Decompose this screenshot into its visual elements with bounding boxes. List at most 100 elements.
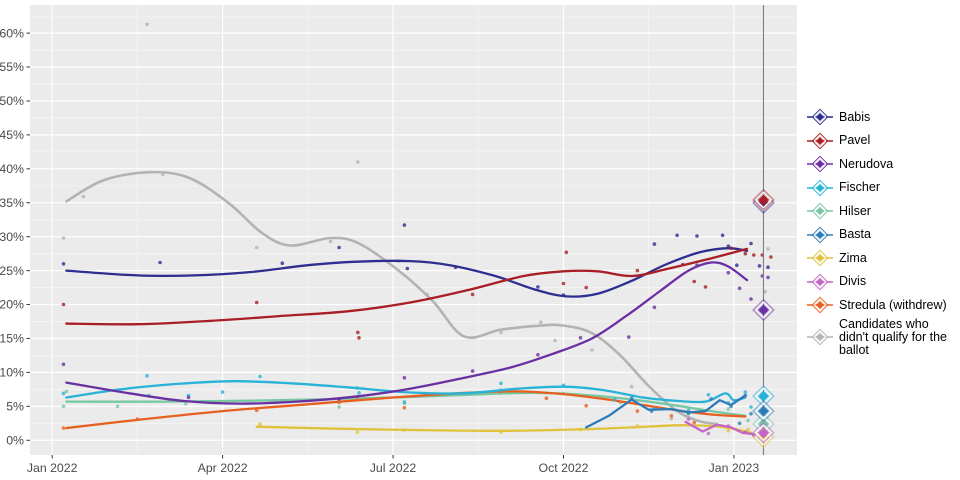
- x-tick-label: Apr 2022: [198, 461, 248, 475]
- y-tick-label: 5%: [6, 400, 24, 414]
- y-tick-label: 10%: [0, 366, 24, 380]
- poll-point-pavel: [635, 268, 640, 273]
- poll-point-fischer: [61, 391, 66, 396]
- y-tick-label: 0%: [6, 433, 24, 447]
- poll-point-stredula: [692, 420, 696, 425]
- poll-point-stredula: [61, 426, 66, 430]
- stredula-legend-key-icon: [807, 296, 833, 314]
- legend-label-nerudova: Nerudova: [839, 156, 894, 171]
- y-tick-label: 50%: [0, 94, 24, 108]
- poll-point-nerudova: [337, 397, 341, 401]
- poll-point-nonqualified: [81, 194, 86, 199]
- fischer-legend-key-icon: [807, 179, 833, 197]
- chart-legend: Babis Pavel Nerudova Fischer Hilser Basta Zima…: [806, 106, 958, 358]
- legend-item-babis: Babis: [806, 106, 958, 129]
- result-marker-divis: [752, 421, 775, 445]
- gridlines: [30, 5, 797, 455]
- poll-point-nerudova: [737, 286, 742, 291]
- poll-point-nonqualified: [669, 416, 674, 421]
- poll-point-babis: [536, 285, 540, 289]
- poll-point-basta: [737, 421, 742, 426]
- poll-point-pavel: [357, 336, 361, 340]
- poll-point-fischer: [743, 390, 748, 394]
- plot-panel: [30, 5, 797, 455]
- poll-point-babis: [749, 241, 753, 246]
- poll-point-stredula: [135, 417, 140, 422]
- poll-point-basta: [629, 396, 634, 401]
- trend-line-nonqualified: [65, 170, 719, 426]
- scatter-divis: [686, 417, 756, 438]
- basta-legend-key-icon: [807, 226, 833, 244]
- poll-point-basta: [729, 404, 733, 409]
- legend-item-nonqualified: Candidates who didn't qualify for the ba…: [806, 317, 958, 357]
- poll-point-divis: [706, 431, 711, 436]
- nonqualified-legend-key-icon: [807, 328, 833, 346]
- poll-point-babis: [735, 263, 739, 268]
- poll-point-hilser: [61, 404, 66, 409]
- poll-point-zima: [402, 428, 407, 432]
- poll-point-babis: [766, 265, 770, 270]
- poll-point-nonqualified: [499, 330, 503, 335]
- scatter-babis: [61, 223, 770, 297]
- poll-point-nonqualified: [763, 289, 767, 294]
- x-tick-label: Jul 2022: [370, 461, 417, 475]
- poll-point-hilser: [64, 389, 69, 394]
- poll-point-pavel: [470, 292, 475, 297]
- y-tick-label: 45%: [0, 128, 24, 142]
- poll-point-basta: [686, 411, 691, 415]
- poll-point-pavel: [356, 330, 360, 335]
- poll-point-babis: [402, 223, 407, 227]
- result-marker-basta: [752, 399, 775, 423]
- poll-point-basta: [749, 412, 753, 416]
- poll-point-babis: [720, 233, 725, 238]
- poll-point-stredula: [584, 403, 588, 408]
- result-markers: [752, 188, 775, 449]
- poll-point-fischer: [402, 401, 407, 405]
- legend-label-stredula: Stredula (withdrew): [839, 297, 947, 312]
- poll-point-fischer: [749, 405, 753, 409]
- result-marker-hilser: [752, 412, 775, 436]
- trend-line-pavel: [65, 247, 749, 326]
- poll-point-pavel: [692, 279, 696, 284]
- trend-line-babis: [65, 247, 749, 298]
- y-tick-label: 20%: [0, 298, 24, 312]
- poll-point-babis: [158, 260, 162, 265]
- y-tick-label: 35%: [0, 196, 24, 210]
- legend-item-divis: Divis: [806, 271, 958, 294]
- poll-point-hilser: [726, 407, 731, 411]
- poll-point-zima: [258, 422, 262, 426]
- poll-point-nonqualified: [553, 338, 557, 343]
- poll-point-pavel: [564, 250, 569, 255]
- poll-point-pavel: [769, 255, 773, 259]
- legend-item-hilser: Hilser: [806, 200, 958, 223]
- poll-point-nonqualified: [356, 160, 360, 164]
- poll-point-stredula: [669, 414, 674, 418]
- poll-point-basta: [649, 409, 654, 413]
- poll-point-nonqualified: [61, 236, 66, 240]
- nerudova-legend-key-icon: [807, 155, 833, 173]
- hilser-legend-key-icon: [807, 202, 833, 220]
- legend-item-fischer: Fischer: [806, 177, 958, 200]
- poll-point-babis: [405, 266, 410, 271]
- poll-point-nonqualified: [425, 292, 429, 297]
- zima-legend-key-icon: [807, 249, 833, 267]
- trend-line-zima: [255, 424, 753, 434]
- legend-item-basta: Basta: [806, 224, 958, 247]
- poll-point-babis: [280, 261, 285, 266]
- x-tick-label: Oct 2022: [539, 461, 589, 475]
- legend-label-zima: Zima: [839, 250, 867, 265]
- poll-point-fischer: [258, 374, 262, 379]
- x-tick-label: Jan 2022: [27, 461, 78, 475]
- legend-label-pavel: Pavel: [839, 133, 871, 148]
- poll-point-fischer: [561, 383, 566, 388]
- poll-point-zima: [355, 430, 360, 434]
- y-tick-label: 40%: [0, 162, 24, 176]
- poll-point-hilser: [115, 404, 120, 409]
- poll-point-nerudova: [627, 335, 631, 339]
- poll-point-hilser: [183, 401, 188, 406]
- poll-point-nerudova: [726, 270, 731, 275]
- poll-point-hilser: [337, 405, 341, 409]
- poll-point-fischer: [706, 393, 711, 397]
